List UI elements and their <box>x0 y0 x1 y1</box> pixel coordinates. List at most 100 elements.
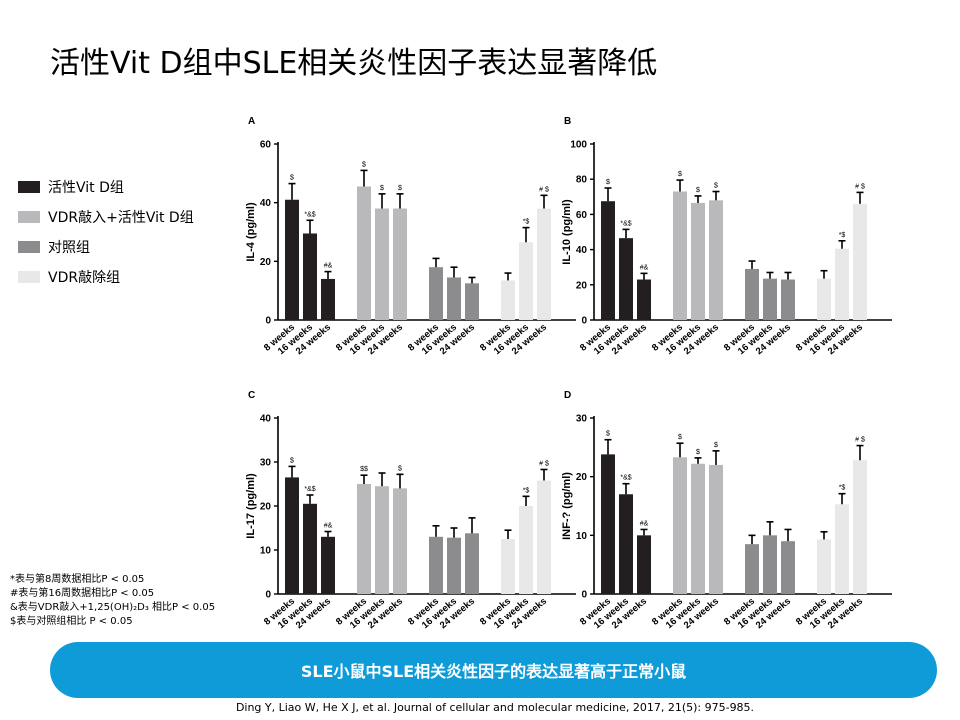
y-tick-label: 10 <box>260 546 272 557</box>
y-axis-label: IL-4 (pg/ml) <box>245 202 257 262</box>
significance-label: *$ <box>523 219 530 226</box>
legend-item-control: 对照组 <box>18 232 194 262</box>
significance-label: $ <box>398 185 402 192</box>
panel-letter: B <box>564 116 571 127</box>
bar <box>465 283 479 320</box>
note-line: *表与第8周数据相比P < 0.05 <box>10 574 145 585</box>
y-tick-label: 30 <box>260 458 272 469</box>
significance-label: $ <box>606 179 610 186</box>
significance-label: *$ <box>839 232 846 239</box>
significance-label: $ <box>398 465 402 472</box>
significance-label: *$ <box>523 487 530 494</box>
significance-label: $ <box>606 431 610 438</box>
significance-label: *&$ <box>304 211 315 218</box>
significance-label: # $ <box>539 186 549 193</box>
bar <box>673 191 687 320</box>
bar <box>601 454 615 594</box>
significance-notes: *表与第8周数据相比P < 0.05 #表与第16周数据相比P < 0.05 &… <box>10 573 215 629</box>
y-tick-label: 10 <box>576 531 588 542</box>
bar <box>303 233 317 320</box>
panel-letter: A <box>248 116 255 127</box>
bar <box>447 277 461 320</box>
bar <box>835 248 849 320</box>
y-tick-label: 0 <box>265 316 271 327</box>
bar <box>691 202 705 320</box>
legend: 活性Vit D组 VDR敲入+活性Vit D组 对照组 VDR敲除组 <box>18 172 194 292</box>
significance-label: # $ <box>855 183 865 190</box>
bar <box>537 208 551 320</box>
legend-swatch <box>18 211 40 223</box>
legend-label: VDR敲入+活性Vit D组 <box>48 210 194 226</box>
bar <box>709 200 723 320</box>
bar <box>745 268 759 320</box>
bar <box>303 503 317 594</box>
significance-label: #& <box>324 263 333 270</box>
significance-label: $ <box>678 171 682 178</box>
bar <box>781 279 795 320</box>
significance-label: # $ <box>539 460 549 467</box>
bar <box>321 278 335 320</box>
bar <box>601 201 615 320</box>
banner-text: SLE小鼠中SLE相关炎性因子的表达显著高于正常小鼠 <box>300 662 687 681</box>
significance-label: $ <box>696 187 700 194</box>
significance-label: $ <box>362 161 366 168</box>
note-line: #表与第16周数据相比P < 0.05 <box>10 588 155 599</box>
bar <box>619 238 633 320</box>
chart-panel-c: C IL-17 (pg/ml) 0 10 20 30 40 $8 weeks *&$ 16 wee… <box>238 386 598 636</box>
y-tick-label: 20 <box>576 280 588 291</box>
bar <box>375 208 389 320</box>
y-tick-label: 20 <box>260 502 272 513</box>
y-tick-label: 60 <box>260 140 272 151</box>
bar <box>781 541 795 594</box>
bar <box>619 494 633 594</box>
significance-label: $ <box>696 449 700 456</box>
legend-label: 活性Vit D组 <box>48 180 124 196</box>
bar <box>519 506 533 594</box>
significance-label: $$ <box>360 466 368 473</box>
y-tick-label: 0 <box>581 590 587 601</box>
significance-label: #& <box>640 520 649 527</box>
significance-label: *&$ <box>304 486 315 493</box>
bar <box>501 280 515 320</box>
legend-label: 对照组 <box>48 240 90 256</box>
significance-label: *$ <box>839 485 846 492</box>
bar <box>501 539 515 594</box>
chart-panel-a: A IL-4 (pg/ml) 0 20 40 60 $8 weeks *&$ 16 weeks #… <box>238 112 598 362</box>
bar <box>357 186 371 320</box>
y-axis-label: IL-17 (pg/ml) <box>245 473 257 539</box>
citation: Ding Y, Liao W, He X J, et al. Journal o… <box>235 701 755 714</box>
bar <box>465 533 479 594</box>
legend-swatch <box>18 271 40 283</box>
significance-label: $ <box>714 183 718 190</box>
chart-panel-b: B IL-10 (pg/ml) 0 20 40 60 80 100 $8 weeks *&$ 16 … <box>554 112 914 362</box>
y-tick-label: 40 <box>260 198 272 209</box>
significance-label: $ <box>290 175 294 182</box>
y-tick-label: 60 <box>576 210 588 221</box>
bar <box>817 278 831 320</box>
significance-label: *&$ <box>620 475 631 482</box>
bar <box>447 537 461 594</box>
bar <box>853 460 867 594</box>
bar <box>637 279 651 320</box>
legend-item-vdr-knockout: VDR敲除组 <box>18 262 194 292</box>
slide-title: 活性Vit D组中SLE相关炎性因子表达显著降低 <box>50 46 658 81</box>
significance-label: $ <box>380 185 384 192</box>
bar <box>393 488 407 594</box>
bar <box>537 480 551 594</box>
significance-label: $ <box>290 457 294 464</box>
y-axis-label: INF-? (pg/ml) <box>561 472 573 540</box>
significance-label: *&$ <box>620 220 631 227</box>
y-tick-label: 80 <box>576 175 588 186</box>
chart-panel-d: D INF-? (pg/ml) 0 10 20 30 $8 weeks *&$ 16 weeks… <box>554 386 914 636</box>
y-axis-label: IL-10 (pg/ml) <box>561 199 573 265</box>
bar <box>375 486 389 594</box>
bar <box>637 535 651 594</box>
panel-letter: D <box>564 390 571 401</box>
y-tick-label: 30 <box>576 414 588 425</box>
bar <box>691 463 705 594</box>
bar <box>429 536 443 594</box>
significance-label: $ <box>714 442 718 449</box>
